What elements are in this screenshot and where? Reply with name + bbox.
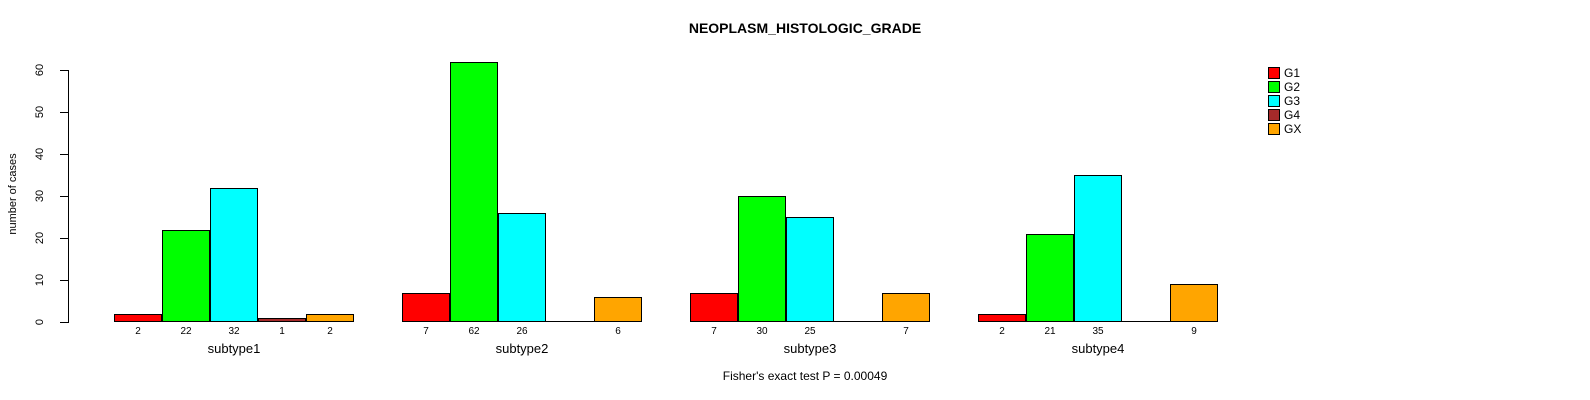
bar-value-label: 2: [327, 326, 333, 337]
bar-subtype4-G2: [1026, 234, 1074, 322]
y-tick-label: 50: [34, 105, 46, 119]
bar-subtype3-GX: [882, 293, 930, 322]
bar-subtype3-G3: [786, 217, 834, 322]
legend-label: GX: [1284, 122, 1302, 136]
bar-subtype2-GX: [594, 297, 642, 322]
bar-value-label: 2: [999, 326, 1005, 337]
bar-value-label: 7: [711, 326, 717, 337]
bar-value-label: 26: [516, 326, 528, 337]
bar-subtype4-G1: [978, 314, 1026, 322]
bar-subtype2-G2: [450, 62, 498, 322]
legend-swatch-icon: [1268, 95, 1280, 107]
bar-subtype3-G2: [738, 196, 786, 322]
legend-item-G3: G3: [1268, 94, 1300, 108]
legend-item-G1: G1: [1268, 66, 1300, 80]
bar-value-label: 32: [228, 326, 240, 337]
y-axis-line: [68, 70, 69, 323]
chart-title: NEOPLASM_HISTOLOGIC_GRADE: [688, 20, 922, 36]
legend-swatch-icon: [1268, 67, 1280, 79]
y-tick: [60, 238, 68, 239]
bar-value-label: 62: [468, 326, 480, 337]
legend-label: G4: [1284, 108, 1301, 122]
legend-item-G2: G2: [1268, 80, 1300, 94]
bar-subtype1-G1: [114, 314, 162, 322]
y-tick: [60, 112, 68, 113]
y-tick: [60, 322, 68, 323]
bar-subtype4-G4-zero: [1122, 321, 1170, 322]
category-label-subtype2: subtype2: [495, 341, 549, 356]
y-tick: [60, 196, 68, 197]
y-tick-label: 10: [34, 273, 46, 287]
legend-swatch-icon: [1268, 123, 1280, 135]
category-label-subtype1: subtype1: [207, 341, 261, 356]
bar-subtype2-G3: [498, 213, 546, 322]
bar-value-label: 1: [279, 326, 285, 337]
bar-subtype4-GX: [1170, 284, 1218, 322]
bar-value-label: 7: [423, 326, 429, 337]
bar-subtype2-G1: [402, 293, 450, 322]
legend-item-G4: G4: [1268, 108, 1300, 122]
bar-subtype2-G4-zero: [546, 321, 594, 322]
y-tick: [60, 154, 68, 155]
bar-value-label: 6: [615, 326, 621, 337]
bar-subtype1-G2: [162, 230, 210, 322]
bar-subtype1-G3: [210, 188, 258, 322]
y-tick-label: 60: [34, 63, 46, 77]
y-tick-label: 40: [34, 147, 46, 161]
y-tick-label: 30: [34, 189, 46, 203]
category-label-subtype4: subtype4: [1071, 341, 1125, 356]
bar-value-label: 25: [804, 326, 816, 337]
bar-value-label: 2: [135, 326, 141, 337]
y-tick-label: 0: [34, 318, 46, 326]
bar-value-label: 7: [903, 326, 909, 337]
category-label-subtype3: subtype3: [783, 341, 837, 356]
bar-subtype1-G4: [258, 318, 306, 322]
bar-value-label: 35: [1092, 326, 1104, 337]
y-tick: [60, 70, 68, 71]
bar-value-label: 22: [180, 326, 192, 337]
legend-label: G2: [1284, 80, 1301, 94]
y-tick: [60, 280, 68, 281]
legend-item-GX: GX: [1268, 122, 1301, 136]
bar-subtype1-GX: [306, 314, 354, 322]
y-axis-label: number of cases: [7, 153, 19, 235]
bar-value-label: 9: [1191, 326, 1197, 337]
bar-subtype3-G1: [690, 293, 738, 322]
legend-swatch-icon: [1268, 81, 1280, 93]
legend-swatch-icon: [1268, 109, 1280, 121]
bar-subtype3-G4-zero: [834, 321, 882, 322]
bar-subtype4-G3: [1074, 175, 1122, 322]
bar-value-label: 30: [756, 326, 768, 337]
fisher-test-annotation: Fisher's exact test P = 0.00049: [722, 369, 888, 383]
bar-value-label: 21: [1044, 326, 1056, 337]
y-tick-label: 20: [34, 231, 46, 245]
legend-label: G1: [1284, 66, 1301, 80]
legend-label: G3: [1284, 94, 1301, 108]
